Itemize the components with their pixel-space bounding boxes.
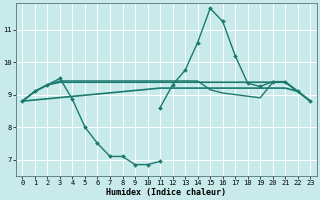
X-axis label: Humidex (Indice chaleur): Humidex (Indice chaleur): [106, 188, 226, 197]
